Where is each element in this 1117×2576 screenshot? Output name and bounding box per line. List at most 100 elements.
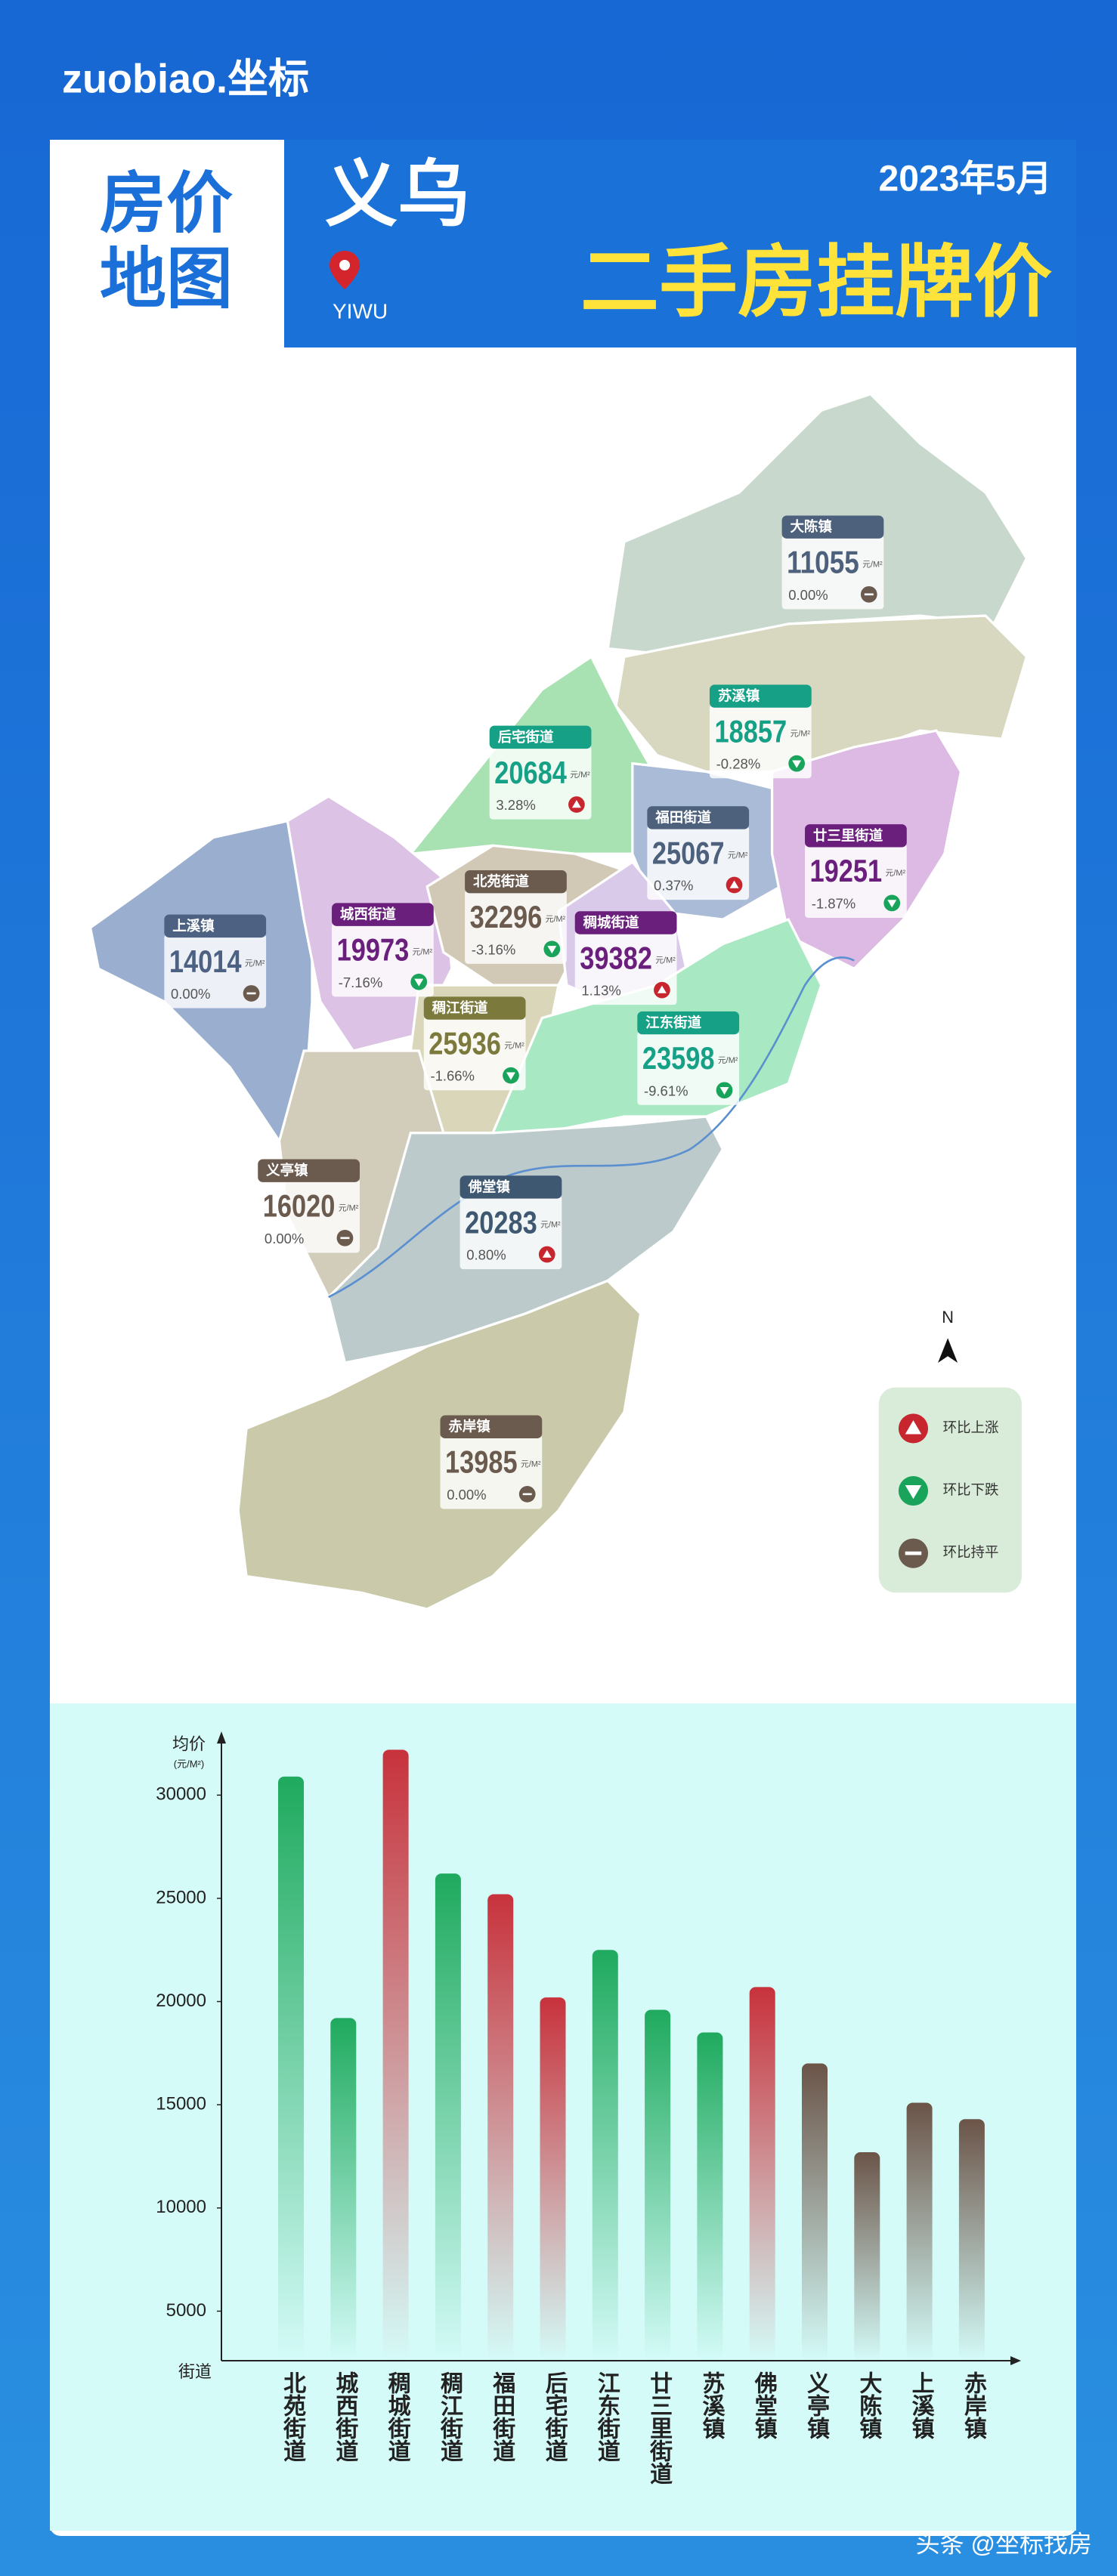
label-body — [459, 1195, 562, 1270]
trend-glyph — [547, 946, 557, 954]
bar — [802, 2063, 828, 2361]
bar — [697, 2032, 723, 2361]
label-pill — [489, 725, 592, 749]
district-price: 19973 — [337, 933, 410, 968]
trend-glyph — [864, 593, 874, 596]
brand: zuobiao.坐标 — [62, 56, 309, 101]
y-axis-arrow — [217, 1731, 226, 1744]
label-pill — [781, 515, 884, 539]
trend-glyph — [506, 1072, 515, 1080]
label-pill — [647, 806, 750, 829]
bar — [487, 1894, 514, 2361]
bar — [278, 1776, 304, 2361]
subtitle: 二手房挂牌价 — [580, 239, 1052, 326]
x-axis-label: 街道 — [178, 2362, 212, 2381]
bar — [540, 1997, 566, 2361]
trend-glyph — [905, 1551, 922, 1555]
label-pill — [805, 824, 907, 848]
district-name: 赤岸镇 — [448, 1419, 490, 1435]
district-price: 13985 — [445, 1445, 518, 1480]
x-tick-label: 义亭镇 — [803, 2371, 830, 2439]
price-unit: 元/M² — [862, 561, 883, 570]
district-price: 18857 — [714, 714, 787, 749]
label-body — [647, 826, 750, 900]
district-change: -1.87% — [812, 895, 856, 911]
label-body — [709, 704, 812, 779]
x-tick-label: 廿三里街道 — [646, 2371, 673, 2485]
y-tick-label: 15000 — [156, 2094, 206, 2114]
district-label: 后宅街道 20684 元/M² 3.28% — [489, 725, 592, 820]
x-tick-label: 稠城街道 — [385, 2371, 412, 2463]
trend-glyph — [414, 978, 424, 987]
pin-dot — [339, 260, 350, 270]
district-name: 上溪镇 — [172, 918, 215, 934]
district-price: 25936 — [429, 1026, 501, 1061]
trend-glyph — [340, 1237, 350, 1240]
bar — [749, 1987, 775, 2361]
bar — [645, 2009, 671, 2361]
x-tick-label: 大陈镇 — [856, 2371, 882, 2439]
district-name: 苏溪镇 — [718, 688, 760, 704]
price-unit: 元/M² — [521, 1460, 541, 1469]
x-tick-label: 江东街道 — [594, 2371, 621, 2463]
district-price: 23598 — [642, 1041, 715, 1076]
label-body — [489, 745, 592, 820]
district-label: 城西街道 19973 元/M² -7.16% — [332, 903, 434, 997]
price-unit: 元/M² — [886, 869, 906, 878]
price-unit: 元/M² — [413, 948, 433, 957]
price-unit: 元/M² — [540, 1220, 561, 1229]
district-change: -1.66% — [430, 1068, 475, 1084]
district-name: 廿三里街道 — [813, 827, 883, 843]
district-name: 稠江街道 — [432, 999, 488, 1015]
trend-glyph — [246, 992, 256, 995]
label-pill — [440, 1415, 543, 1438]
x-axis-arrow — [1010, 2356, 1021, 2365]
district-price: 14014 — [169, 944, 242, 979]
bar — [958, 2119, 985, 2361]
district-change: -3.16% — [472, 941, 516, 957]
legend-label: 环比持平 — [943, 1544, 999, 1560]
district-change: 0.00% — [447, 1487, 486, 1503]
label-body — [805, 844, 907, 918]
label-body — [332, 922, 434, 997]
compass: N — [942, 1308, 954, 1327]
trend-glyph — [905, 1485, 922, 1500]
district-price: 32296 — [470, 900, 543, 934]
district-label: 北苑街道 32296 元/M² -3.16% — [465, 869, 567, 964]
district-name: 福田街道 — [654, 809, 711, 825]
price-unit: 元/M² — [790, 729, 810, 738]
city-en: YIWU — [333, 299, 388, 323]
district-name: 佛堂镇 — [467, 1178, 510, 1194]
city: 义乌 — [325, 154, 470, 235]
bar — [592, 1950, 618, 2361]
label-pill — [574, 911, 677, 934]
trend-glyph — [542, 1249, 552, 1258]
label-body — [423, 1016, 526, 1091]
district-change: -9.61% — [644, 1083, 688, 1098]
badge-box — [50, 140, 284, 347]
x-tick-label: 福田街道 — [489, 2371, 516, 2463]
district-change: 3.28% — [496, 797, 535, 813]
bar — [435, 1873, 461, 2361]
district-name: 江东街道 — [645, 1015, 701, 1030]
bar — [854, 2152, 880, 2361]
x-tick-label: 上溪镇 — [908, 2371, 935, 2439]
district-label: 义亭镇 16020 元/M² 0.00% — [258, 1159, 360, 1253]
region — [237, 1279, 642, 1611]
district-name: 稠城街道 — [583, 914, 639, 930]
date: 2023年5月 — [879, 159, 1052, 199]
district-change: 1.13% — [581, 983, 620, 999]
legend-label: 环比下跌 — [943, 1481, 999, 1497]
y-axis-unit: (元/M²) — [174, 1758, 204, 1769]
district-price: 25067 — [652, 836, 725, 870]
label-body — [440, 1435, 543, 1509]
badge-line: 房价 — [100, 165, 233, 240]
price-unit: 元/M² — [728, 851, 748, 860]
trend-glyph — [719, 1087, 729, 1095]
district-label: 大陈镇 11055 元/M² 0.00% — [781, 515, 884, 610]
x-tick-label: 北苑街道 — [280, 2371, 307, 2463]
district-change: 0.80% — [466, 1247, 506, 1263]
x-tick-label: 后宅街道 — [542, 2371, 569, 2463]
